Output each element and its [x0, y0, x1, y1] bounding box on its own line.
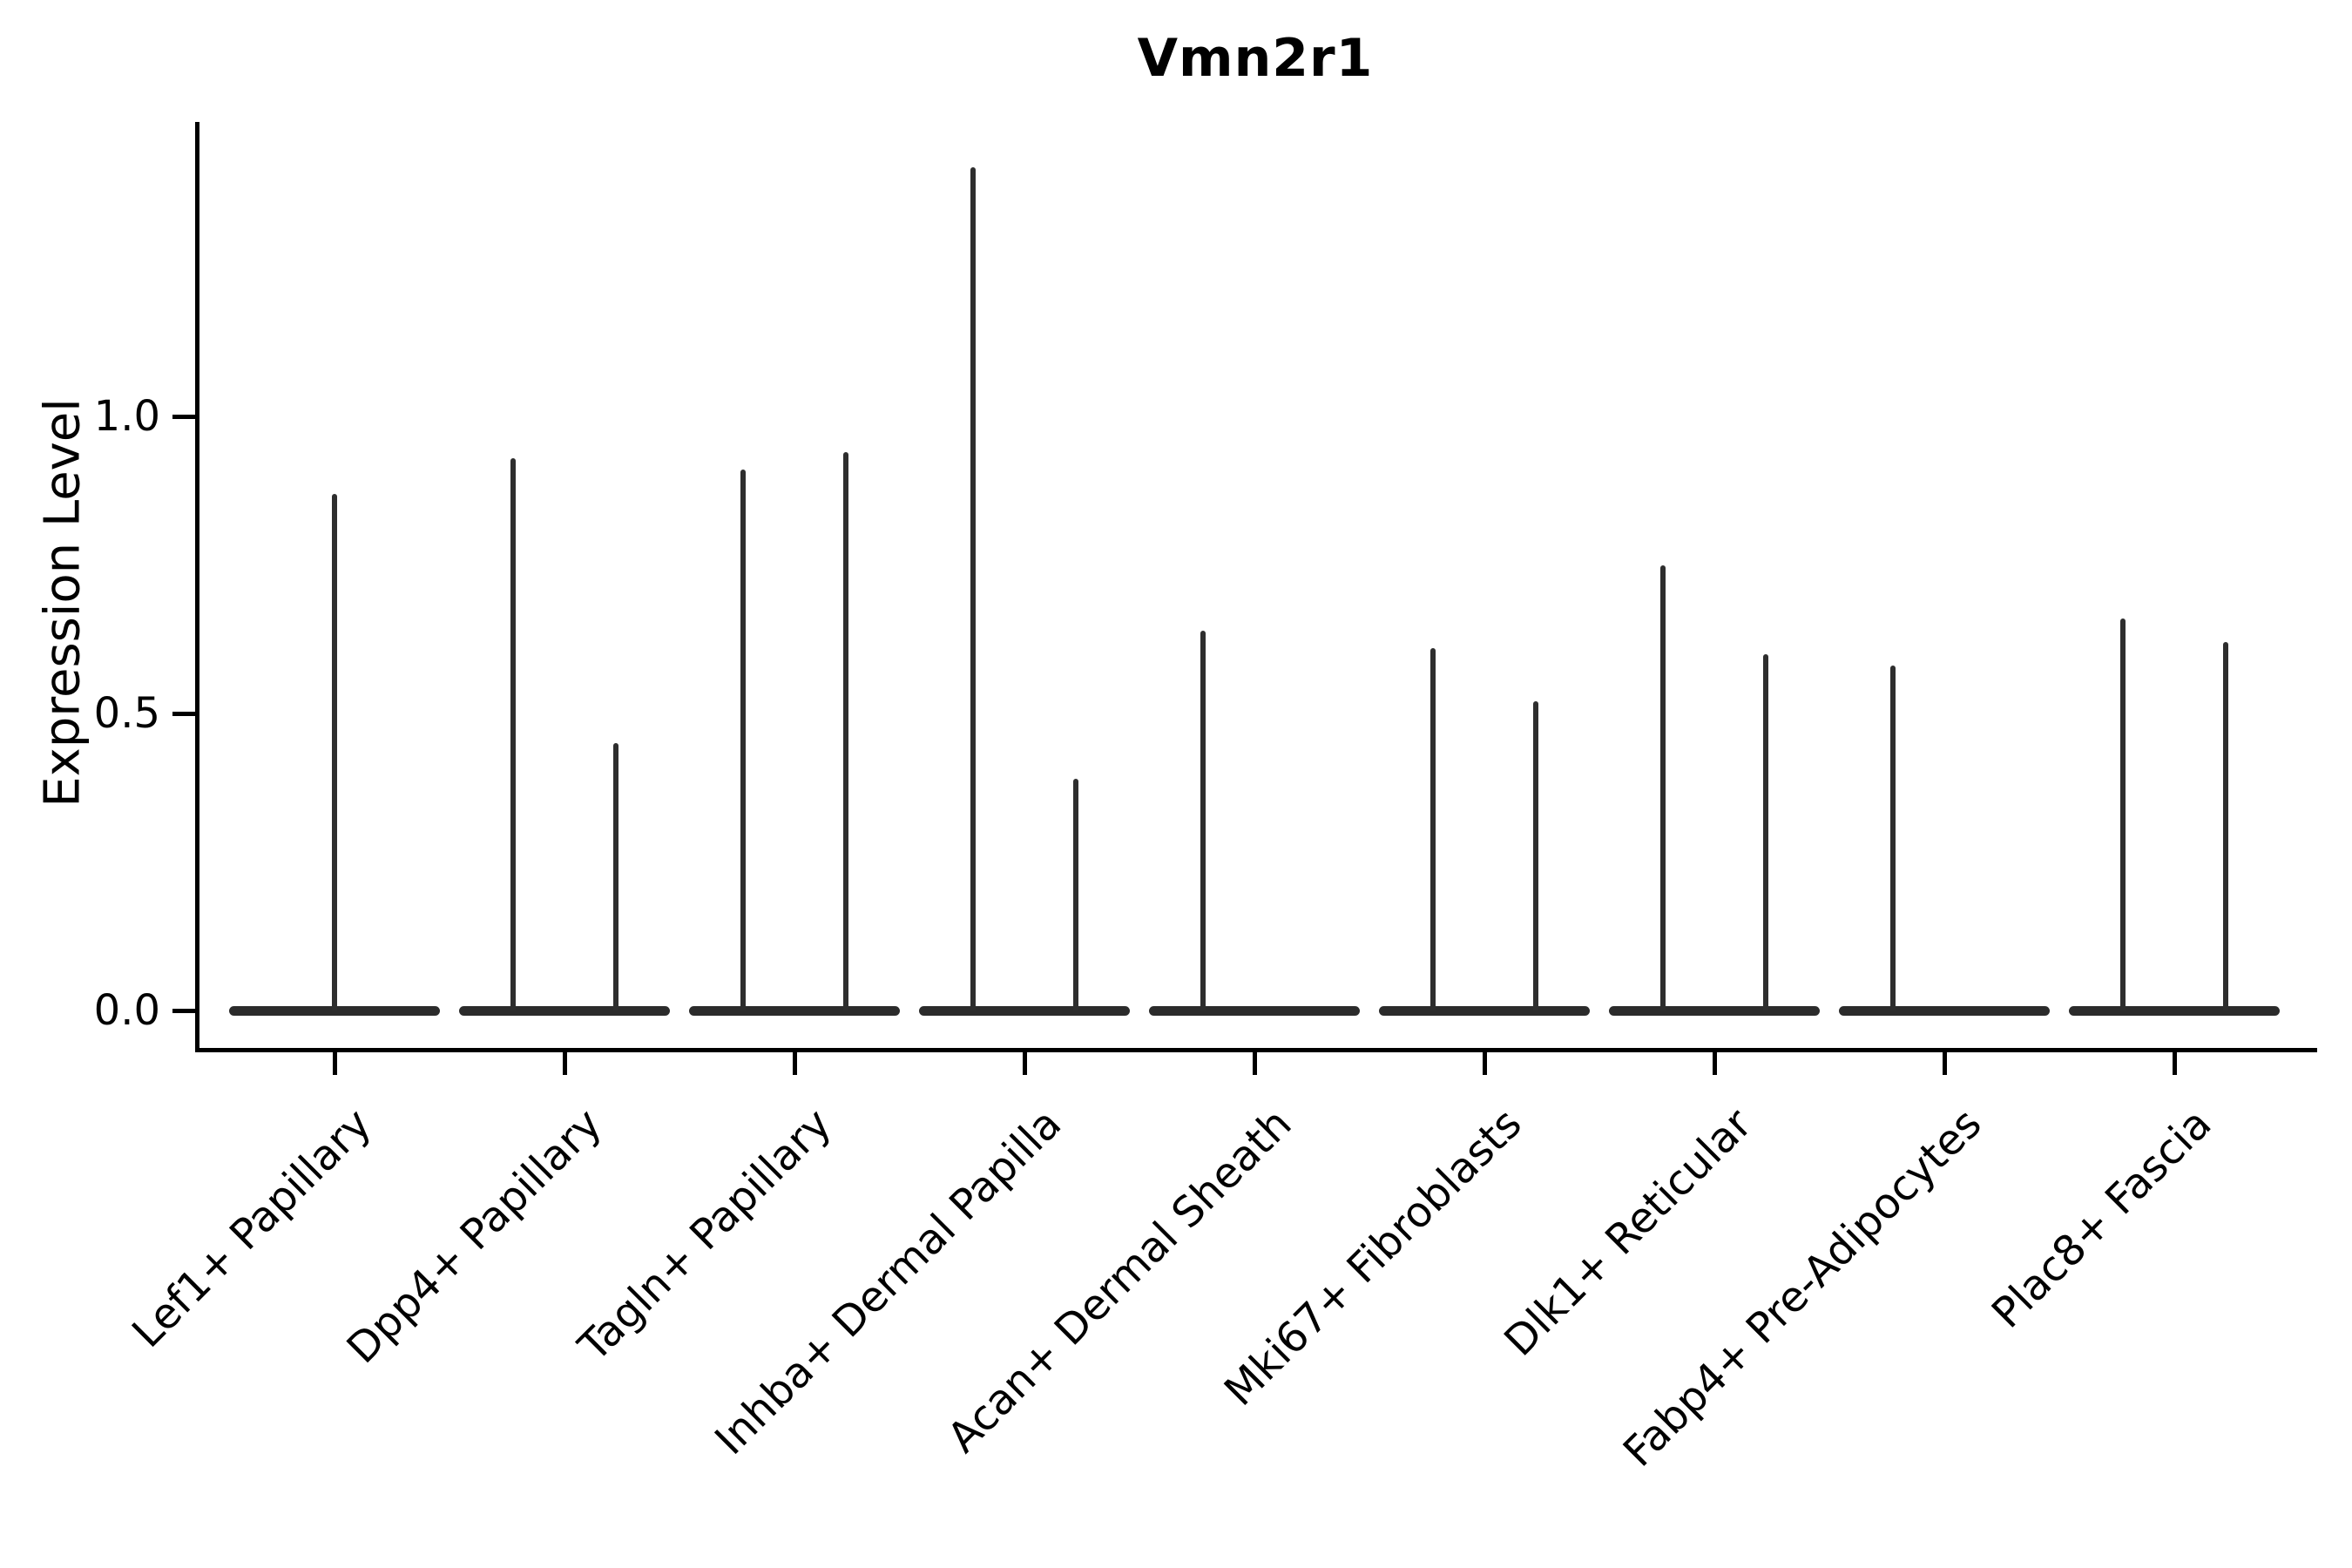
violin-spike	[1200, 630, 1206, 1010]
y-tick-label: 0.0	[93, 986, 160, 1035]
x-tick-mark	[1482, 1052, 1487, 1075]
y-tick-mark	[172, 414, 196, 419]
violin-spike	[1763, 653, 1768, 1010]
x-tick-mark	[1252, 1052, 1257, 1075]
x-tick-mark	[792, 1052, 797, 1075]
chart-title: Vmn2r1	[1137, 28, 1374, 89]
x-tick-mark	[1022, 1052, 1027, 1075]
x-tick-mark	[1942, 1052, 1947, 1075]
x-tick-mark	[2172, 1052, 2177, 1075]
violin-spike	[2120, 618, 2126, 1010]
y-tick-label: 1.0	[93, 392, 160, 441]
violin-spike	[1430, 647, 1436, 1010]
x-tick-label: Dlk1+ Reticular	[1494, 1099, 1761, 1366]
x-tick-mark	[562, 1052, 567, 1075]
violin-baseline	[1609, 1006, 1820, 1016]
x-axis-line	[195, 1048, 2317, 1052]
y-axis-line	[195, 122, 199, 1052]
x-tick-label: Tagln+ Papillary	[569, 1099, 841, 1371]
violin-spike	[1660, 564, 1666, 1010]
violin-spike	[510, 457, 516, 1010]
violin-baseline	[1149, 1006, 1360, 1016]
violin-spike	[613, 743, 618, 1010]
y-tick-mark	[172, 1008, 196, 1013]
violin-baseline	[1839, 1006, 2050, 1016]
violin-baseline	[689, 1006, 900, 1016]
violin-spike	[2223, 642, 2228, 1010]
x-tick-label: Dpp4+ Papillary	[337, 1099, 612, 1374]
violin-spike	[843, 451, 848, 1010]
violin-spike	[332, 493, 337, 1010]
violin-baseline	[229, 1006, 440, 1016]
violin-baseline	[1379, 1006, 1590, 1016]
y-tick-mark	[172, 711, 196, 716]
y-tick-label: 0.5	[93, 689, 160, 738]
violin-baseline	[919, 1006, 1130, 1016]
violin-spike	[1073, 779, 1078, 1010]
x-tick-label: Lef1+ Papillary	[123, 1099, 382, 1357]
violin-baseline	[2069, 1006, 2280, 1016]
violin-spike	[740, 470, 746, 1010]
violin-spike	[1533, 701, 1538, 1010]
x-tick-label: Plac8+ Fascia	[1983, 1099, 2221, 1338]
violin-baseline	[459, 1006, 670, 1016]
violin-spike	[1890, 666, 1896, 1010]
violin-spike	[970, 166, 976, 1010]
x-tick-mark	[1712, 1052, 1717, 1075]
x-tick-mark	[332, 1052, 337, 1075]
